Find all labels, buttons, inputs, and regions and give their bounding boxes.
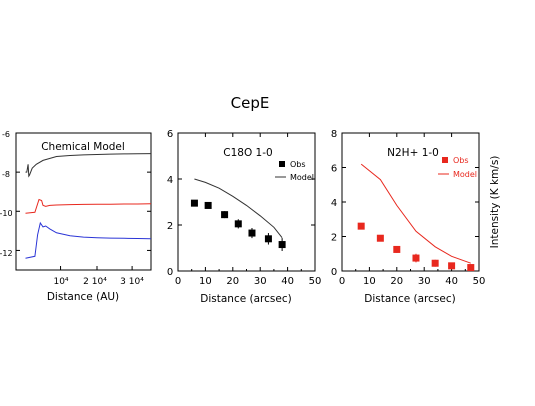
c18o-ytick-label: 0 [167,267,173,278]
c18o-ticks: 0 10 20 30 40 50 0 2 4 6 [167,129,322,287]
n2h-ytick-label: 4 [331,198,337,209]
c18o-xtick-label: 0 [175,276,181,287]
chemical-model-ytick-1: -6 [2,130,10,139]
c18o-obs-point [248,229,256,237]
n2h-ytick-label: 0 [331,267,337,278]
c18o-xtick-label: 10 [199,276,212,287]
chemical-model-title: Chemical Model [41,141,125,153]
c18o-legend-model-label: Model [290,173,314,182]
c18o-xtick-label: 20 [226,276,239,287]
n2h-ticks: 0 10 20 30 40 50 0 2 4 6 8 [331,129,486,287]
chemical-model-xlabel: Distance (AU) [47,291,119,303]
c18o-marks [190,178,286,251]
c18o-model-line [194,178,283,239]
chemical-model-curve-3 [25,221,152,259]
n2h-xtick-label: 10 [363,276,376,287]
c18o-xlabel: Distance (arcsec) [200,293,291,305]
chemical-model-panel: Chemical Model -6 -8 -10 -12 10⁴ 2 10⁴ 3… [0,130,152,303]
c18o-obs-point [221,211,229,219]
n2h-ytick-label: 2 [331,233,337,244]
n2h-obs-point [448,262,456,270]
n2h-obs-point [376,234,384,242]
chemical-model-xtick-1: 10⁴ [53,277,68,287]
c18o-title: C18O 1-0 [223,147,272,159]
n2h-ytick-label: 6 [331,164,337,175]
chemical-model-series [25,153,152,259]
chemical-model-ytick-3: -10 [0,209,13,218]
n2h-title: N2H+ 1-0 [387,147,439,159]
c18o-obs-point [278,241,286,249]
chemical-model-curve-1 [25,153,152,178]
c18o-obs-point [190,199,198,207]
n2h-legend-obs-marker [442,157,448,163]
c18o-xtick-label: 40 [281,276,294,287]
c18o-obs-point [264,235,272,243]
n2h-model-line [360,163,471,264]
n2h-xtick-label: 50 [473,276,486,287]
n2h-obs-point [357,222,365,230]
n2h-xlabel: Distance (arcsec) [364,293,455,305]
n2h-xtick-label: 0 [339,276,345,287]
c18o-legend-obs-marker [279,161,285,167]
n2h-xtick-label: 40 [445,276,458,287]
n2h-marks [357,163,475,272]
chemical-model-ytick-2: -8 [2,170,10,179]
n2h-ylabel: Intensity (K km/s) [489,156,501,249]
n2h-panel: 0 10 20 30 40 50 0 2 4 6 8 N2H+ 1-0 Distance (arcs… [331,129,501,305]
n2h-obs-point [467,264,475,272]
n2h-xtick-label: 30 [418,276,431,287]
c18o-ytick-label: 6 [167,129,173,140]
figure-title: CepE [231,94,270,112]
c18o-xtick-label: 30 [254,276,267,287]
n2h-ytick-label: 8 [331,129,337,140]
n2h-obs-point [393,245,401,253]
n2h-legend-obs-label: Obs [453,156,469,165]
n2h-obs-point [412,254,420,262]
n2h-xtick-label: 20 [390,276,403,287]
n2h-legend-model-label: Model [453,170,477,179]
c18o-xtick-label: 50 [309,276,322,287]
c18o-ytick-label: 2 [167,221,173,232]
c18o-obs-point [204,201,212,209]
chemical-model-xtick-2: 2 10⁴ [83,277,107,287]
c18o-panel: 0 10 20 30 40 50 0 2 4 6 C18O 1-0 Distance (arcse… [167,129,322,305]
c18o-ytick-label: 4 [167,175,173,186]
chemical-model-frame [15,132,152,271]
chemical-model-ticks [16,132,151,270]
c18o-legend-obs-label: Obs [290,160,306,169]
n2h-obs-point [431,259,439,267]
chemical-model-curve-2 [25,198,152,214]
chemical-model-xtick-3: 3 10⁴ [120,277,144,287]
chemical-model-ytick-4: -12 [0,249,13,258]
c18o-obs-point [234,220,242,228]
